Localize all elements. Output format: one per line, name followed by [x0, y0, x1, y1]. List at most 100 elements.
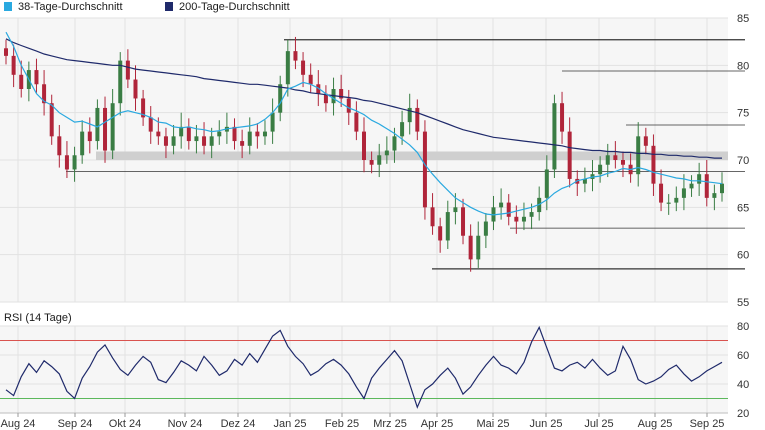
x-tick-label: Apr 25: [421, 418, 453, 430]
x-axis: Aug 24 Sep 24 Okt 24 Nov 24 Dez 24 Jan 25 Feb …: [0, 412, 728, 430]
candle-body: [506, 202, 511, 217]
price-y-tick-label: 60: [737, 250, 749, 262]
candle-body: [171, 136, 176, 146]
candle-body: [354, 112, 359, 132]
candle-body: [80, 131, 85, 156]
rsi-panel: 20 40 60 80: [0, 321, 749, 420]
ma200-line: [5, 38, 722, 159]
x-tick-label: Nov 24: [168, 418, 203, 430]
candle-body: [278, 84, 283, 113]
price-panel: 55 60 65 70 75 80 85: [0, 13, 749, 309]
candle-body: [651, 145, 656, 184]
candle-body: [659, 183, 664, 203]
candle-body: [689, 183, 694, 189]
price-y-tick-label: 80: [737, 60, 749, 72]
x-tick-label: Sep 25: [690, 418, 725, 430]
candle-body: [377, 155, 382, 165]
candle-body: [529, 212, 534, 217]
candle-body: [712, 193, 717, 198]
candle-body: [369, 160, 374, 165]
candle-body: [247, 131, 252, 146]
rsi-panel-background: [0, 326, 728, 413]
rsi-y-tick-label: 40: [737, 379, 749, 391]
candle-body: [499, 202, 504, 208]
candle-body: [422, 131, 427, 208]
x-tick-label: Okt 24: [109, 418, 141, 430]
candle-body: [704, 174, 709, 198]
x-tick-label: Sep 24: [58, 418, 93, 430]
legend: 38-Tage-Durchschnitt 200-Tage-Durchschni…: [4, 1, 290, 13]
candle-body: [293, 51, 298, 61]
x-tick-label: Mrz 25: [373, 418, 407, 430]
candle-body: [514, 216, 519, 222]
candle-body: [430, 207, 435, 227]
candle-body: [42, 84, 47, 104]
candle-body: [141, 98, 146, 118]
legend-swatch-ma200: [165, 2, 173, 11]
candle-body: [560, 103, 565, 132]
candle-body: [613, 155, 618, 160]
x-tick-label: Aug 25: [638, 418, 673, 430]
candle-body: [11, 55, 16, 75]
candle-body: [636, 136, 641, 175]
price-y-tick-label: 65: [737, 202, 749, 214]
candle-body: [57, 136, 62, 156]
candle-body: [521, 216, 526, 222]
candle-body: [72, 155, 77, 170]
candle-body: [544, 169, 549, 198]
legend-label-ma200: 200-Tage-Durchschnitt: [179, 1, 290, 13]
rsi-y-tick-label: 20: [737, 408, 749, 420]
candle-body: [202, 136, 207, 146]
candle-body: [110, 103, 115, 151]
rsi-title: RSI (14 Tage): [4, 312, 72, 324]
candle-body: [666, 202, 671, 204]
candle-body: [87, 131, 92, 142]
candle-body: [95, 107, 100, 142]
candle-body: [186, 126, 191, 142]
candle-body: [346, 98, 351, 113]
candle-body: [643, 136, 648, 146]
candle-body: [445, 212, 450, 241]
x-tick-label: Jun 25: [529, 418, 562, 430]
candle-body: [415, 107, 420, 132]
candle-body: [270, 112, 275, 132]
candle-body: [179, 126, 184, 137]
candle-body: [163, 136, 168, 146]
candle-body: [392, 136, 397, 151]
x-tick-label: Aug 24: [1, 418, 36, 430]
candle-body: [49, 103, 54, 137]
legend-swatch-ma38: [4, 2, 12, 11]
candle-body: [118, 60, 123, 104]
candle-body: [468, 235, 473, 260]
candle-body: [262, 131, 267, 137]
candle-body: [438, 226, 443, 241]
candle-body: [461, 207, 466, 236]
candle-body: [255, 131, 260, 137]
candle-body: [605, 155, 610, 165]
candle-body: [582, 178, 587, 184]
candle-body: [4, 48, 8, 56]
candle-body: [209, 136, 214, 146]
x-tick-label: Dez 24: [221, 418, 256, 430]
candle-body: [19, 74, 24, 89]
candle-body: [323, 93, 328, 104]
x-tick-label: Jan 25: [273, 418, 306, 430]
candle-body: [674, 197, 679, 203]
candle-body: [64, 155, 69, 170]
x-tick-label: Jul 25: [584, 418, 613, 430]
candle-body: [407, 107, 412, 123]
ma38-line: [5, 31, 723, 216]
candle-body: [453, 207, 458, 213]
rsi-line: [5, 325, 723, 409]
candle-body: [476, 235, 481, 260]
x-tick-label: Feb 25: [325, 418, 359, 430]
candle-body: [697, 174, 702, 184]
price-y-tick-label: 85: [737, 13, 749, 25]
candle-body: [240, 141, 245, 146]
candle-body: [103, 107, 108, 151]
candle-body: [301, 60, 306, 75]
candle-body: [194, 136, 199, 142]
candle-body: [308, 74, 313, 85]
candle-body: [34, 70, 39, 85]
